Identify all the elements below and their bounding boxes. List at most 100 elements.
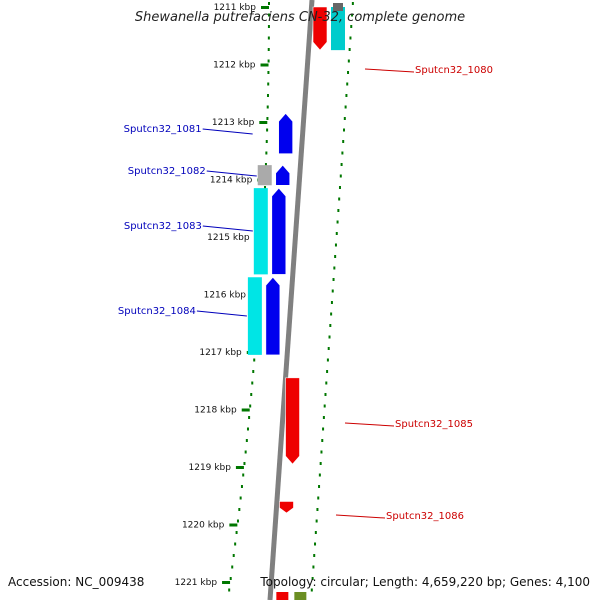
ruler-tick-mark: [222, 581, 231, 584]
arc-dot: [326, 358, 329, 362]
ruler-tick-mark: [259, 121, 268, 124]
arc-dot: [330, 312, 333, 316]
ruler-tick-label: 1216 kbp: [204, 291, 247, 301]
arc-dot: [320, 450, 323, 454]
ruler-dot: [264, 186, 267, 189]
arc-dot: [341, 151, 344, 155]
ruler-dot: [235, 531, 238, 534]
gene-feature: Sputcn32_1085: [285, 377, 473, 465]
arc-dot: [327, 347, 330, 350]
ruler-tick: 1211 kbp: [214, 3, 269, 13]
ruler-dot: [248, 416, 251, 419]
ruler-dot: [250, 393, 253, 396]
ruler-tick-label: 1215 kbp: [207, 233, 250, 243]
ruler-dot: [267, 59, 270, 63]
arc-dot: [325, 381, 328, 385]
reverse-gene-arrow: [271, 187, 287, 275]
outer-dotted-arc: [310, 2, 354, 592]
ruler-tick-mark: [260, 6, 269, 9]
label-connector: [202, 128, 253, 135]
reverse-gene-arrow: [275, 164, 291, 186]
cds-box: [253, 188, 268, 275]
gene-feature: Sputcn32_1086: [279, 501, 464, 522]
ruler-tick: 1218 kbp: [194, 406, 250, 416]
arc-dot: [316, 508, 319, 511]
ruler-dot: [267, 71, 270, 74]
ruler-tick-label: 1213 kbp: [212, 118, 255, 128]
arc-dot: [335, 232, 338, 235]
ruler-tick-label: 1214 kbp: [210, 176, 253, 186]
ruler-tick-mark: [241, 408, 250, 412]
offpage-feature: [294, 592, 307, 600]
ruler-dot: [267, 2, 270, 5]
ruler-tick-mark: [235, 466, 244, 469]
cds-box: [247, 277, 262, 355]
ruler-dot: [267, 25, 270, 28]
ruler-dot: [265, 140, 268, 143]
arc-dot: [310, 588, 313, 592]
gene-label: Sputcn32_1085: [395, 419, 473, 430]
forward-gene-arrow: [279, 501, 294, 514]
arc-dot: [347, 71, 350, 74]
arc-dot: [338, 186, 341, 189]
arc-dot: [314, 542, 317, 546]
ruler-dot: [242, 473, 245, 477]
ruler-dot: [232, 554, 235, 557]
arc-dot: [347, 59, 350, 63]
ruler-dot: [229, 577, 232, 580]
ruler-dot: [244, 450, 247, 454]
arc-dot: [350, 25, 353, 28]
genome-backbone: [267, 0, 315, 601]
arc-dot: [338, 197, 341, 201]
ruler-dot: [231, 565, 234, 569]
arc-dot: [340, 163, 343, 166]
ruler-tick-label: 1219 kbp: [189, 463, 232, 473]
gene-label: Sputcn32_1080: [415, 65, 493, 76]
label-connector: [335, 514, 386, 519]
arc-dot: [324, 393, 327, 396]
gene-label: Sputcn32_1086: [386, 511, 464, 522]
ruler-tick: 1214 kbp: [210, 176, 266, 186]
arc-dot: [330, 301, 333, 304]
ruler-dot: [236, 519, 239, 523]
ruler-dot: [267, 13, 270, 17]
ruler-dot: [264, 163, 267, 166]
ruler-tick-label: 1211 kbp: [214, 3, 257, 13]
cds-box: [331, 7, 346, 51]
arc-dot: [345, 94, 348, 97]
genome-summary-text: Topology: circular; Length: 4,659,220 bp…: [260, 575, 590, 589]
ruler-dot: [267, 82, 270, 86]
arc-dot: [333, 266, 336, 270]
ruler-dot: [245, 439, 248, 442]
arc-dot: [351, 2, 354, 5]
ruler-dot: [266, 105, 269, 109]
ruler-dot: [252, 370, 255, 373]
gene-feature: Sputcn32_1084: [118, 276, 281, 356]
ruler-tick-mark: [229, 523, 238, 527]
arc-dot: [351, 13, 354, 17]
ruler-tick: 1221 kbp: [175, 578, 231, 588]
ruler-tick: 1213 kbp: [212, 118, 268, 128]
ruler-tick-label: 1217 kbp: [199, 348, 242, 358]
arc-dot: [332, 278, 335, 281]
track-band: [229, 0, 359, 600]
reverse-gene-arrow: [278, 112, 293, 154]
forward-gene-arrow: [285, 377, 300, 465]
arc-dot: [343, 117, 346, 120]
ruler-dot: [246, 427, 249, 431]
arc-dot: [321, 439, 324, 442]
gene-feature: Sputcn32_1083: [124, 187, 287, 275]
arc-dot: [339, 174, 342, 178]
arc-dot: [322, 416, 325, 419]
gene-label: Sputcn32_1084: [118, 306, 196, 317]
reverse-gene-arrow: [265, 276, 281, 356]
ruler-dot: [234, 542, 237, 546]
gene-feature: Sputcn32_1080: [312, 3, 493, 76]
arc-dot: [334, 255, 337, 258]
arc-dot: [311, 577, 314, 580]
gene-label: Sputcn32_1083: [124, 221, 202, 232]
arc-dot: [344, 105, 347, 109]
label-connector: [344, 422, 395, 427]
arc-dot: [328, 335, 331, 339]
